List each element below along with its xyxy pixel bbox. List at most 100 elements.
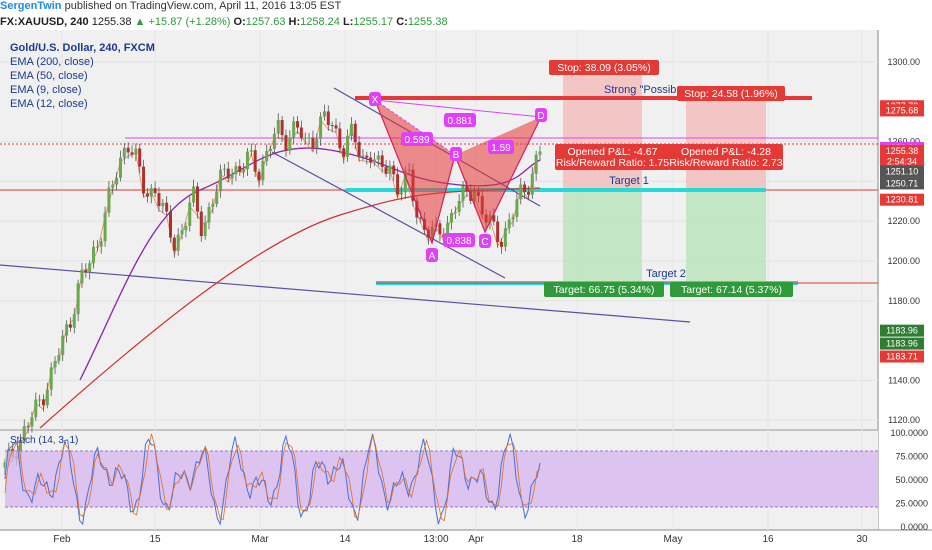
strong-possible-text: Strong "Possib (604, 84, 676, 96)
candle-body (145, 193, 149, 197)
candle-body (134, 148, 138, 155)
target1-text: Target 1 (609, 175, 649, 187)
candle-body (376, 155, 380, 160)
candle-body (249, 150, 253, 152)
candle-body (349, 123, 353, 136)
time-tick: 14 (339, 534, 351, 545)
price-tag-bg (880, 165, 924, 178)
time-tick: May (664, 534, 683, 545)
candle-body (369, 157, 373, 163)
candle-body (534, 154, 538, 174)
stop-label-1-box (549, 60, 659, 75)
candle-body (226, 168, 230, 179)
price-change: ▲ +15.87 (+1.28%) (134, 16, 231, 28)
stop-label-2-box (677, 86, 785, 101)
candle-body (523, 184, 527, 193)
candle-body (353, 123, 357, 143)
candle-body (84, 269, 88, 273)
price-tag: 1183.96 (886, 339, 918, 349)
open-label: O: (233, 16, 246, 28)
pattern-xab (375, 100, 455, 243)
candle-body (88, 263, 92, 273)
open-value: 1257.63 (245, 16, 286, 28)
candle-body (396, 174, 400, 195)
target2-text: Target 2 (646, 268, 686, 280)
legend-title: Gold/U.S. Dollar, 240, FXCM (10, 42, 155, 54)
ratio-label-4-bg (443, 233, 475, 247)
time-tick: Mar (251, 534, 269, 545)
price-axis: 1300.001260.001240.001220.001200.001180.… (880, 57, 924, 425)
candle-body (142, 166, 146, 194)
close-value: 1255.38 (407, 16, 448, 28)
close-label: C: (396, 16, 408, 28)
candle-body (219, 169, 223, 192)
stoch-tick: 75.0000 (895, 452, 928, 462)
time-axis: Feb 15 Mar 14 13:00 Apr 18 May 16 30 (53, 534, 868, 545)
candle-body (45, 389, 49, 406)
time-tick: 30 (856, 534, 868, 545)
candle-body (311, 137, 315, 149)
high-value: 1258.24 (300, 16, 340, 28)
legend-ema-200: EMA (200, close) (10, 56, 94, 68)
candle-body (30, 417, 34, 427)
price-tag: 1230.81 (886, 195, 919, 205)
candle-body (515, 199, 519, 217)
candle-body (492, 215, 496, 222)
ratio-label-3: 1.59 (491, 143, 511, 154)
candle-body (118, 157, 122, 178)
candle-body (465, 185, 469, 191)
time-tick: Apr (468, 534, 484, 545)
pnl-label-2-text: Opened P&L: -4.28 (681, 146, 771, 158)
ratio-label-4: 0.838 (446, 236, 471, 247)
candle-body (215, 191, 219, 205)
pnl-label-2-box (669, 144, 783, 170)
candle-body (176, 234, 180, 251)
candle-body (180, 230, 184, 235)
candle-body (103, 212, 107, 242)
publish-header: SergenTwin published on TradingView.com,… (0, 0, 932, 16)
candle-body (415, 200, 419, 218)
pnl-label-1-box (555, 144, 670, 170)
candle-body (503, 228, 507, 247)
stop-zone-2 (686, 94, 766, 190)
price-tick: 1180.00 (888, 296, 920, 306)
trade-annotations: Stop: 38.09 (3.05%) Stop: 24.58 (1.96%) Op… (544, 60, 793, 297)
candle-body (207, 206, 211, 223)
candle-body (149, 188, 153, 197)
price-tag-bg (880, 177, 924, 190)
ratio-label-3-bg (488, 140, 514, 154)
candle-body (92, 246, 96, 264)
candle-body (172, 237, 176, 251)
time-tick: 18 (571, 534, 583, 545)
stoch-tick: 25.0000 (895, 499, 928, 509)
price-tag-bg (880, 337, 924, 350)
point-b-bg (450, 147, 462, 161)
candle-body (261, 161, 265, 181)
candle-body (153, 188, 157, 194)
candle-body (365, 155, 369, 158)
candle-body (346, 135, 350, 157)
ema-200-line (39, 187, 541, 429)
stoch-tick: 50.0000 (895, 475, 928, 485)
candle-body (157, 193, 161, 207)
legend-ema-9: EMA (9, close) (10, 84, 82, 96)
candle-body (34, 399, 38, 418)
stoch-axis: 100.0000 75.0000 50.0000 25.0000 0.0000 (890, 428, 928, 532)
time-tick: 15 (149, 534, 161, 545)
candle-body (507, 219, 511, 229)
candle-body (303, 137, 307, 139)
candle-body (538, 151, 542, 155)
candle-body (184, 226, 188, 231)
candle-body (253, 150, 257, 172)
legend: Gold/U.S. Dollar, 240, FXCM EMA (200, cl… (10, 42, 155, 110)
ratio-label-2: 0.881 (447, 116, 472, 127)
candle-body (384, 166, 388, 174)
author-name[interactable]: SergenTwin (0, 0, 62, 12)
time-tick: 13:00 (423, 534, 448, 545)
price-tag-bg (880, 104, 924, 117)
stoch-tick: 0.0000 (900, 522, 928, 532)
price-tick: 1260.00 (887, 137, 920, 147)
candle-body (38, 399, 42, 401)
candle-body (203, 222, 207, 237)
